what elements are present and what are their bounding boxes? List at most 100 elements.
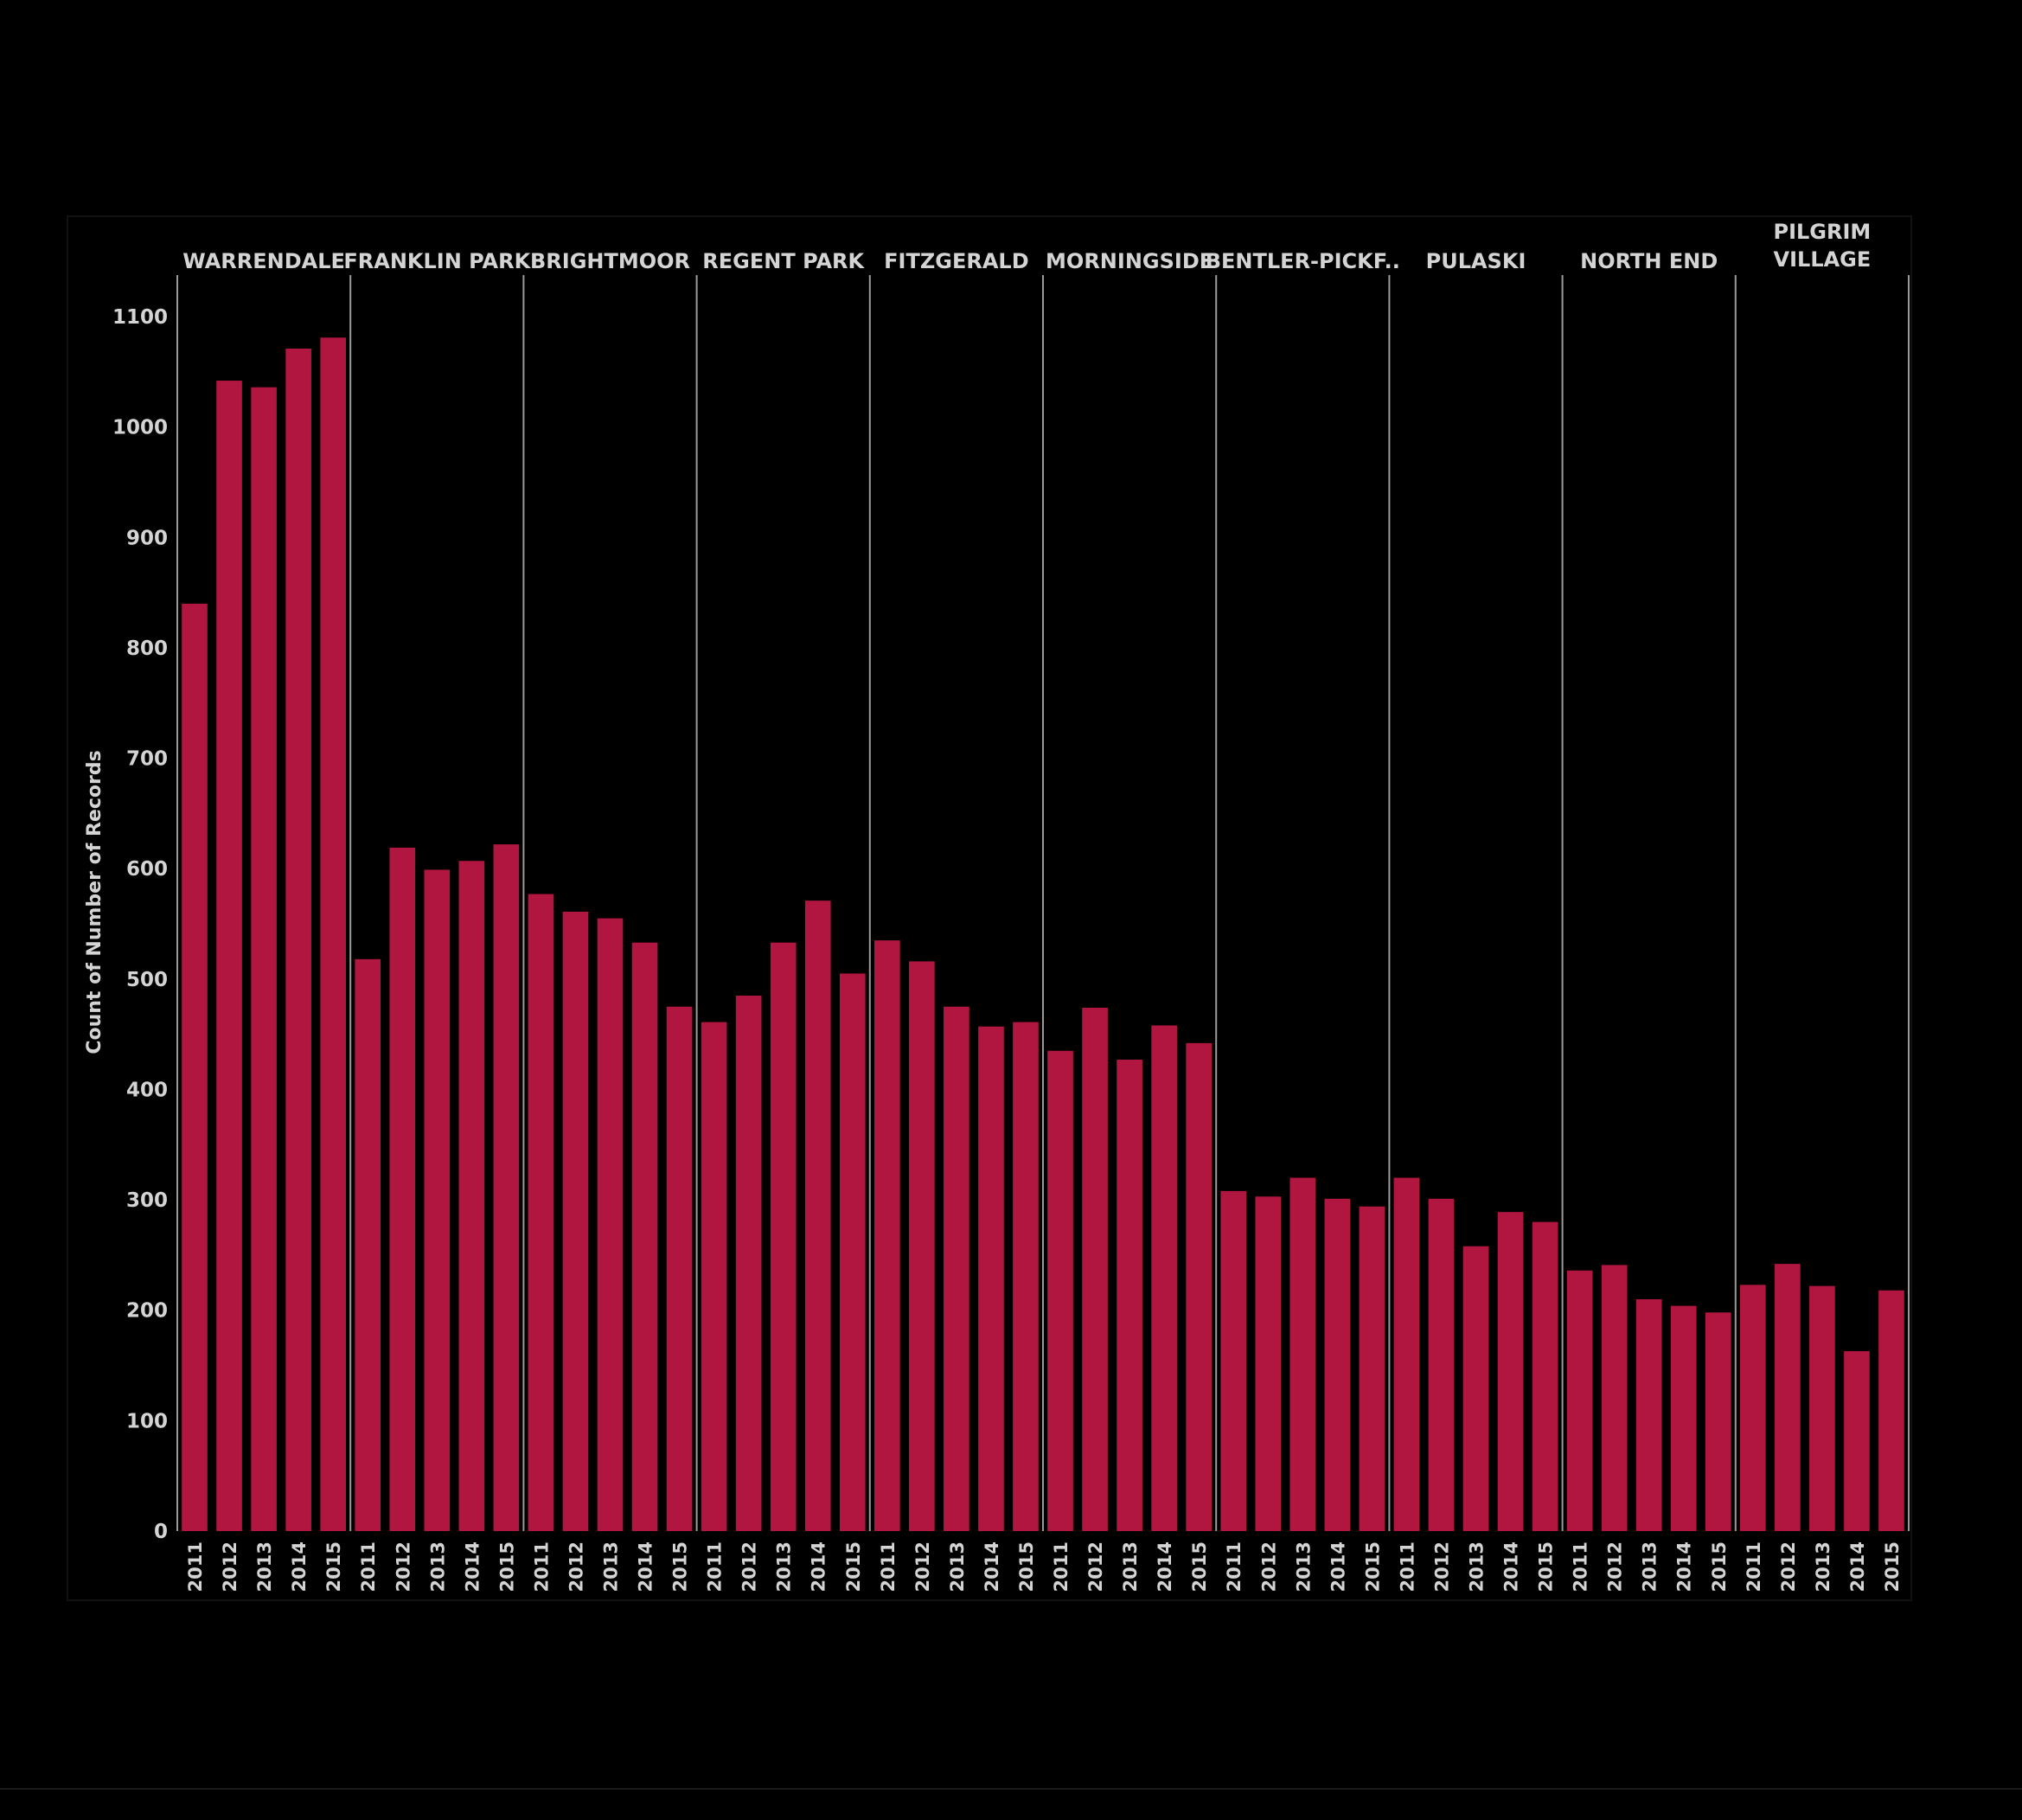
bar [1428,1198,1455,1531]
panel: WARRENDALE 2011 2012 2013 2014 2015 [176,249,352,1592]
bar [1186,1042,1212,1531]
y-tick-label: 1100 [112,306,168,329]
x-tick-label: 2015 [1362,1541,1383,1592]
bar [1532,1221,1558,1531]
x-tick-label: 2014 [289,1541,310,1592]
bar [701,1022,727,1531]
panel: BENTLER-PICKF.. 2011 2012 2013 2014 2015 [1206,249,1400,1592]
bar [458,861,485,1531]
y-tick-label: 300 [126,1189,168,1212]
x-tick-label: 2013 [1640,1541,1660,1592]
bar [804,900,831,1531]
x-tick-label: 2013 [1120,1541,1141,1592]
x-tick-label: 2014 [982,1541,1002,1592]
bar [562,911,589,1531]
x-tick-label: 2011 [185,1541,206,1592]
chart-frame [67,215,1912,1601]
panel: MORNINGSIDE 2011 2012 2013 2014 2015 [1046,249,1218,1592]
panel-label: PILGRIM VILLAGE [1773,220,1871,272]
bar [355,958,381,1531]
x-tick-label: 2011 [705,1541,726,1592]
y-tick-label: 0 [154,1521,168,1543]
bar [1775,1264,1801,1531]
panel-label: BENTLER-PICKF.. [1206,249,1400,273]
x-tick-label: 2014 [1501,1541,1522,1592]
x-tick-label: 2014 [636,1541,656,1592]
panel-label: FRANKLIN PARK [343,249,531,273]
x-tick-label: 2013 [254,1541,275,1592]
panel: REGENT PARK 2011 2012 2013 2014 2015 [701,249,871,1592]
bar [216,381,242,1532]
panel-label: NORTH END [1580,249,1718,273]
panel: FITZGERALD 2011 2012 2013 2014 2015 [874,249,1044,1592]
panel: FRANKLIN PARK 2011 2012 2013 2014 2015 [343,249,531,1592]
bar [1117,1059,1142,1531]
y-tick-label: 600 [126,858,168,881]
y-tick-label: 400 [126,1079,168,1101]
bar [1220,1190,1247,1531]
x-tick-label: 2011 [1571,1541,1591,1592]
x-tick-label: 2015 [670,1541,691,1592]
x-tick-label: 2013 [947,1541,968,1592]
bar [1047,1050,1073,1531]
y-axis-title: Count of Number of Records [84,750,106,1054]
bar [1635,1298,1662,1531]
x-tick-label: 2011 [1397,1541,1417,1592]
x-tick-label: 2015 [843,1541,864,1592]
y-tick-label: 700 [126,748,168,771]
x-tick-label: 2011 [531,1541,552,1592]
bar [666,1006,693,1531]
bar [839,973,866,1531]
bar [320,337,346,1531]
bar [493,844,520,1531]
x-tick-label: 2015 [1709,1541,1730,1592]
x-tick-label: 2012 [1085,1541,1106,1592]
bar [944,1006,969,1531]
bar [1462,1246,1489,1531]
bar [424,869,451,1531]
x-tick-label: 2012 [1258,1541,1279,1592]
x-tick-label: 2012 [566,1541,586,1592]
panel: PULASKI 2011 2012 2013 2014 2015 [1393,249,1564,1592]
bar [389,847,416,1531]
x-tick-label: 2014 [1674,1541,1695,1592]
x-tick-label: 2011 [1051,1541,1072,1592]
x-tick-label: 2011 [878,1541,899,1592]
bar [909,961,935,1531]
bar [1359,1206,1385,1531]
x-tick-label: 2012 [1778,1541,1799,1592]
x-tick-label: 2014 [809,1541,829,1592]
x-tick-label: 2013 [601,1541,622,1592]
bar [285,349,311,1532]
y-tick-label: 500 [126,969,168,991]
x-tick-label: 2013 [774,1541,795,1592]
x-tick-label: 2011 [1224,1541,1245,1592]
x-tick-label: 2013 [427,1541,448,1592]
x-tick-label: 2012 [393,1541,413,1592]
bar [1601,1265,1628,1531]
x-tick-label: 2015 [1016,1541,1037,1592]
x-tick-label: 2013 [1467,1541,1488,1592]
bar [1566,1270,1593,1531]
panel-label: REGENT PARK [702,249,865,273]
x-tick-label: 2015 [1189,1541,1210,1592]
x-tick-label: 2012 [739,1541,760,1592]
panel: NORTH END 2011 2012 2013 2014 2015 [1566,249,1737,1592]
bar [1740,1285,1766,1531]
panel-label: PULASKI [1426,249,1526,273]
bar [1082,1008,1108,1531]
y-tick-label: 1000 [112,417,168,439]
panel: BRIGHTMOOR 2011 2012 2013 2014 2015 [528,249,698,1592]
bar [770,942,797,1531]
x-tick-label: 2014 [1155,1541,1175,1592]
panel-label: BRIGHTMOOR [530,249,690,273]
x-tick-label: 2015 [1882,1541,1903,1592]
bar [1670,1305,1697,1531]
bar [1393,1177,1420,1531]
x-tick-label: 2015 [496,1541,517,1592]
y-tick-label: 100 [126,1410,168,1432]
bar [251,387,277,1532]
